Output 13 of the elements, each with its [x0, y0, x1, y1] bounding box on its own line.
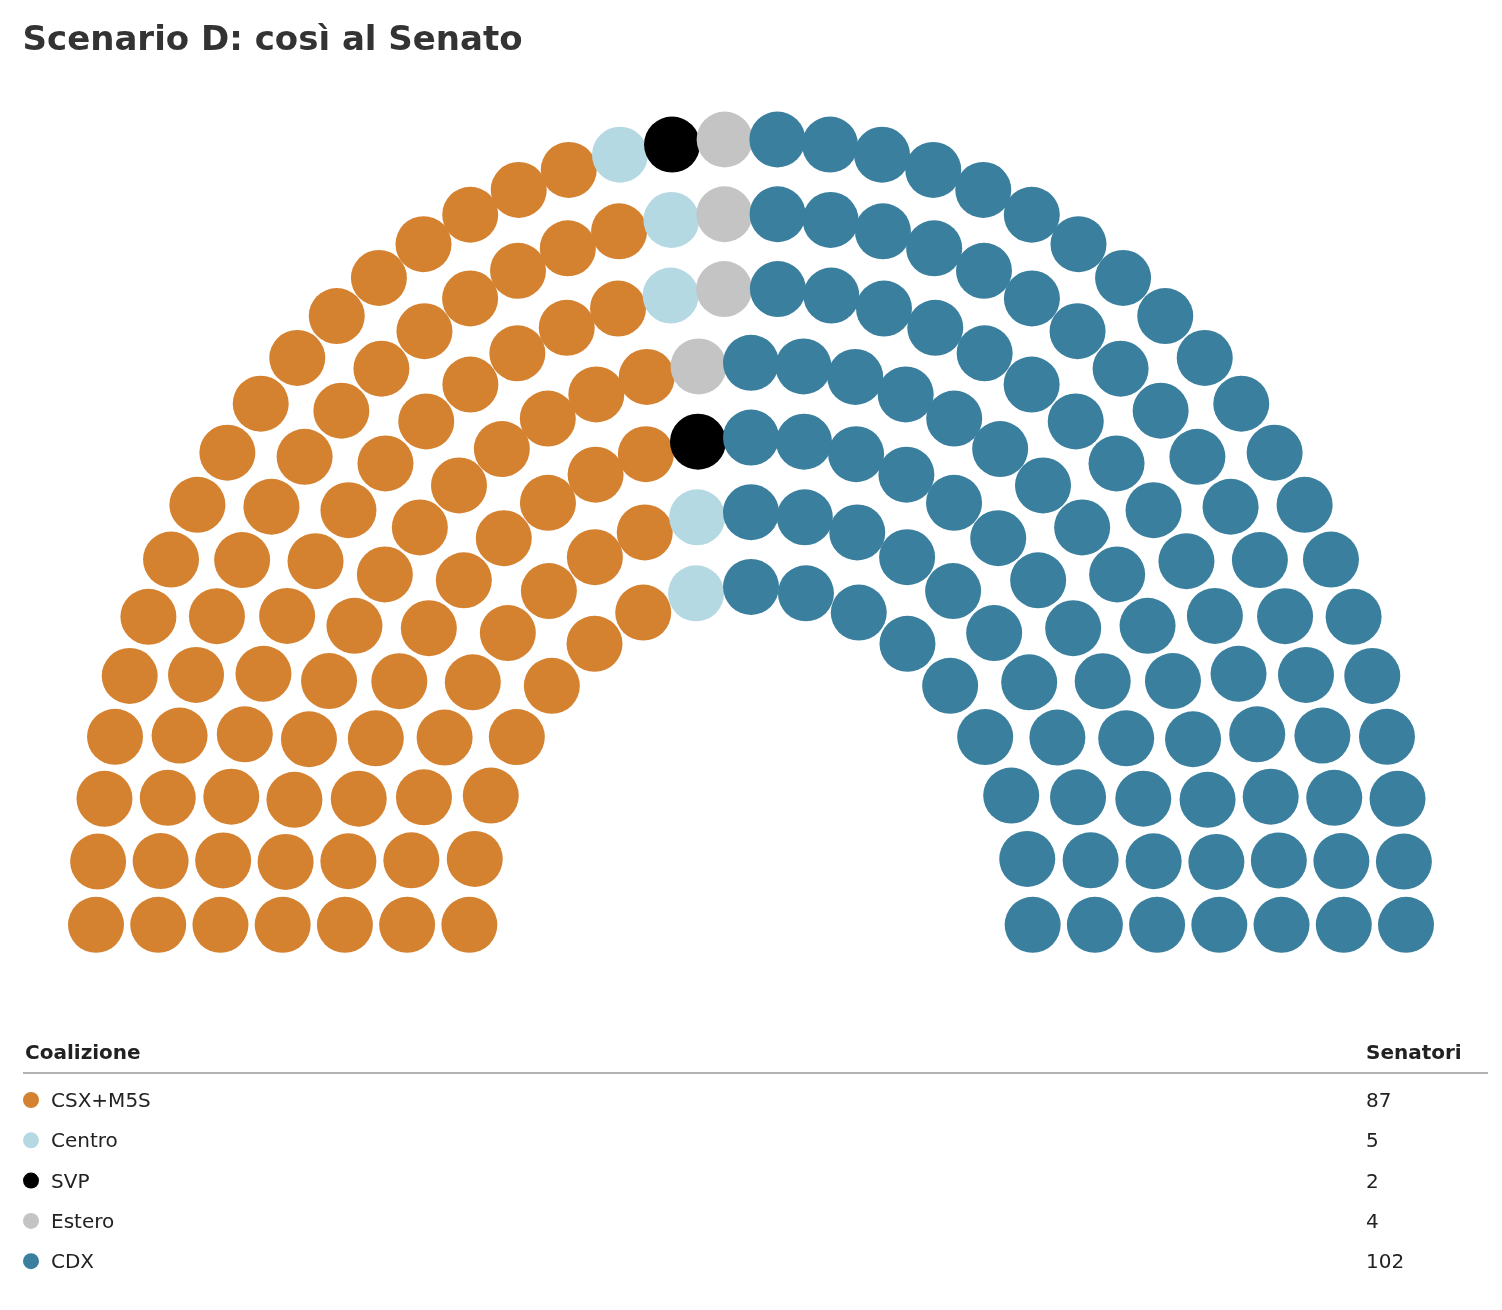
data-label: 2	[1366, 1169, 1379, 1193]
data-label: 102	[1366, 1249, 1405, 1273]
data-label: 5	[1366, 1128, 1379, 1152]
data-label: 4	[1366, 1209, 1379, 1233]
data-label: 87	[1366, 1088, 1392, 1112]
category-label: SVP	[51, 1169, 90, 1193]
text: Senatori	[1366, 1040, 1462, 1064]
category-label: Estero	[51, 1209, 115, 1233]
legend-title: Coalizione	[25, 1040, 141, 1064]
text: Scenario D: così al Senato	[22, 17, 523, 58]
category-label: CDX	[51, 1249, 95, 1273]
category-label: Centro	[51, 1128, 118, 1152]
category-label: CSX+M5S	[51, 1088, 151, 1112]
